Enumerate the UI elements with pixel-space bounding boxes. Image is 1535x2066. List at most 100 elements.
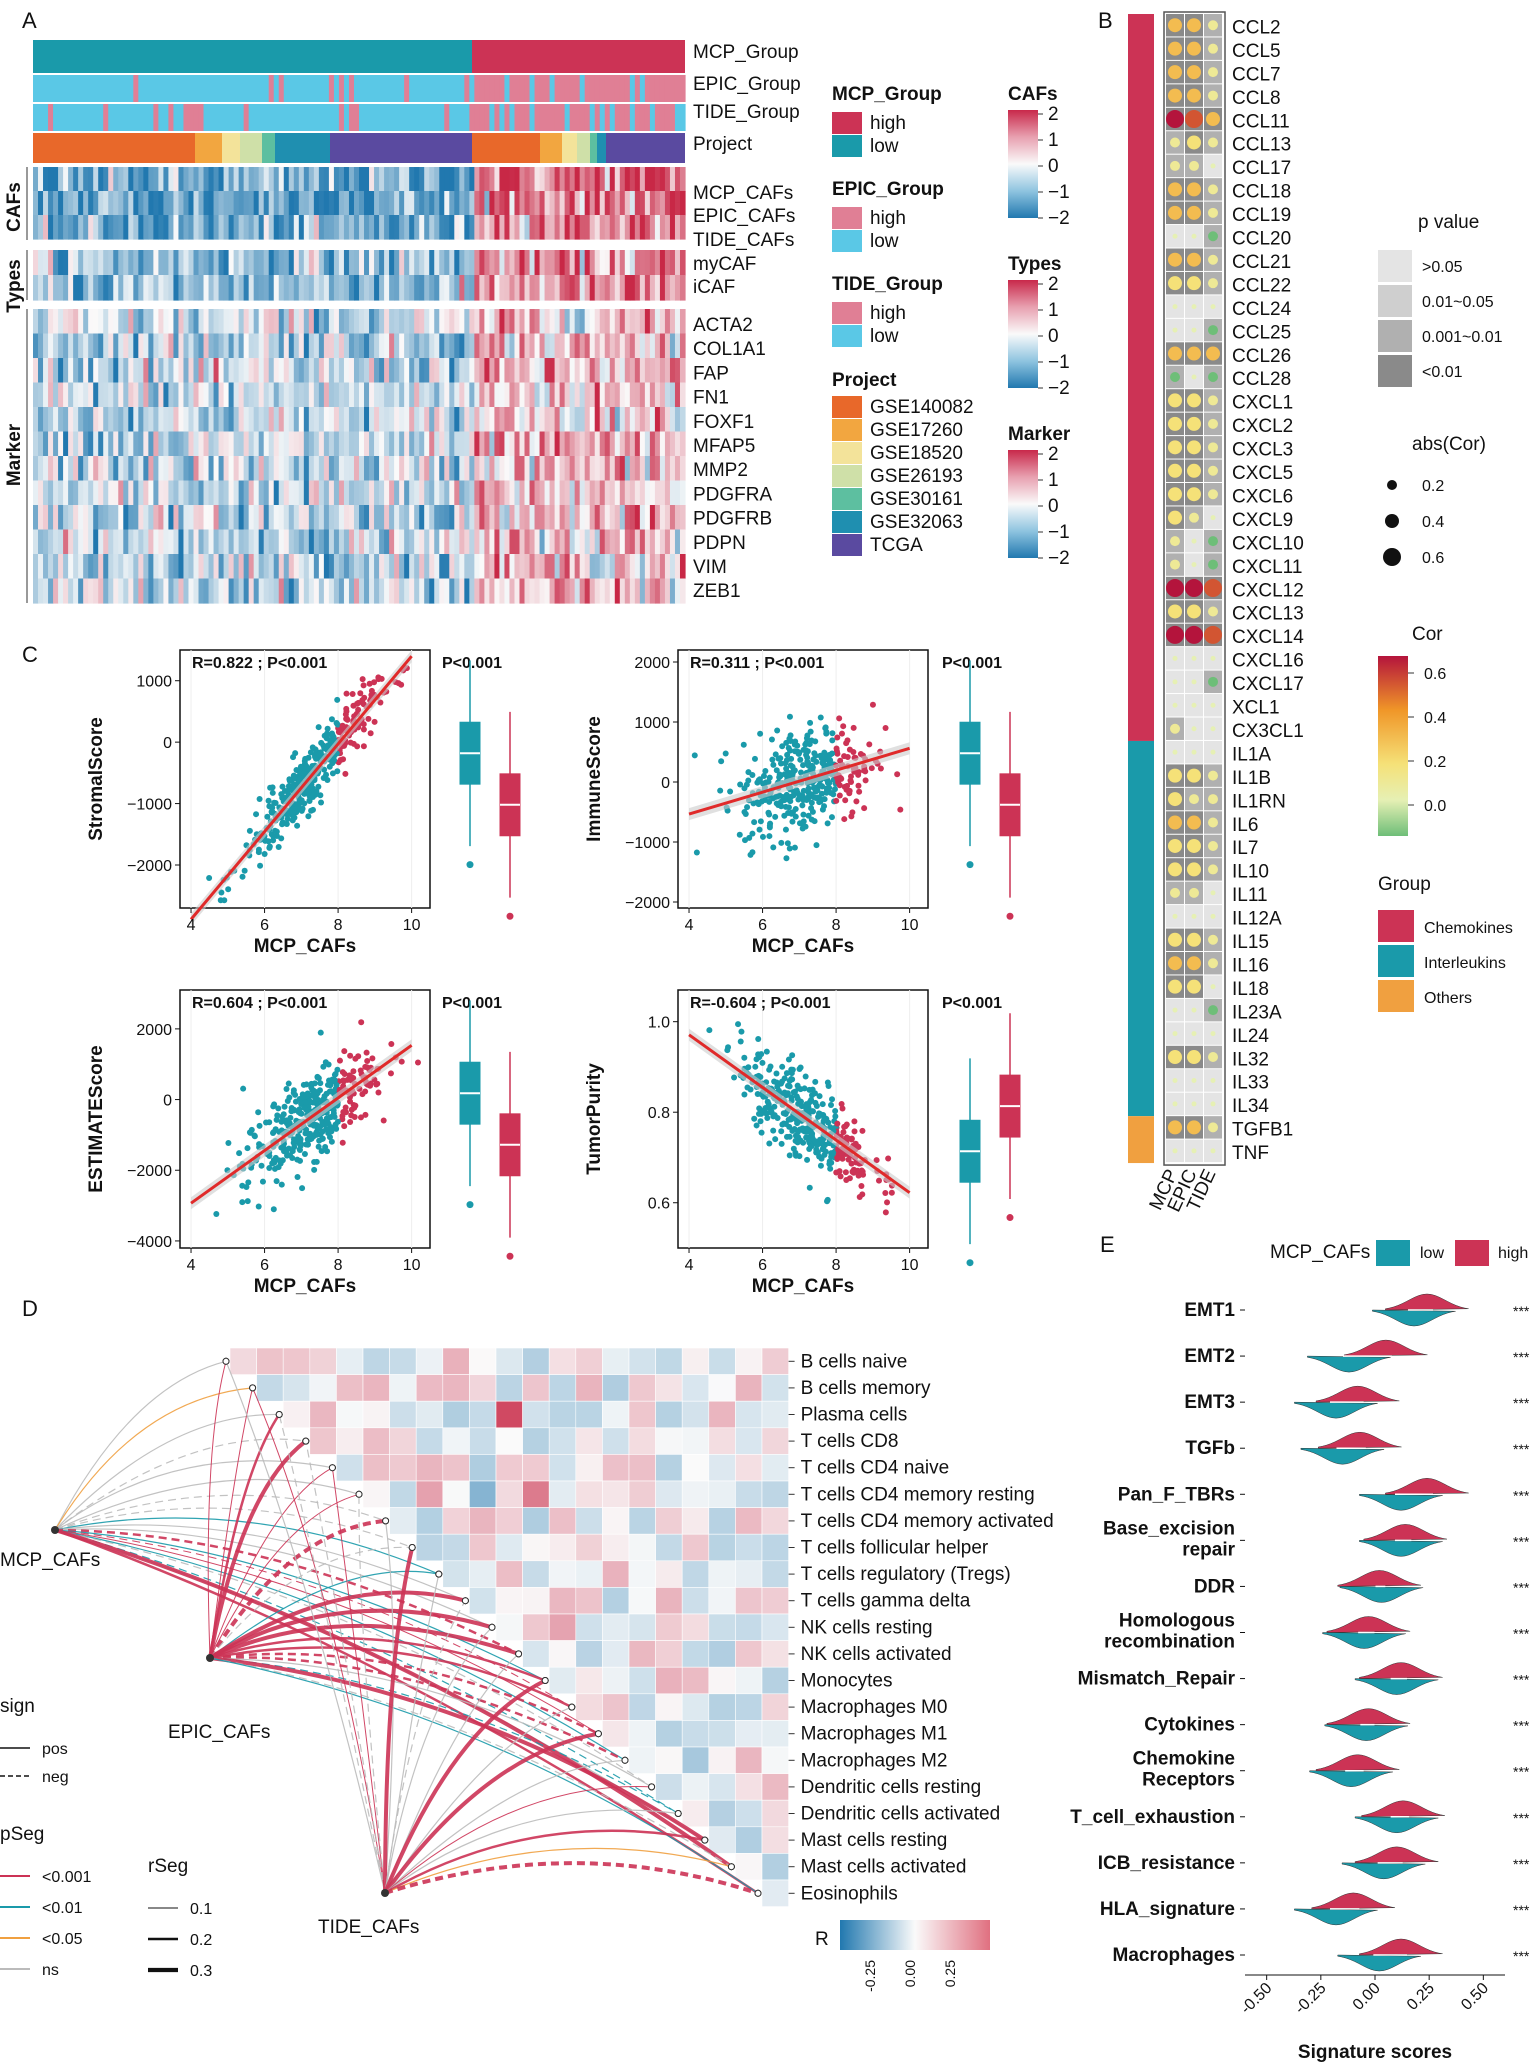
heat-cell (193, 191, 200, 216)
heat-cell (449, 382, 455, 408)
heat-cell (108, 333, 114, 359)
scale-tick-label: 0.4 (1424, 710, 1446, 727)
heat-cell (268, 431, 275, 457)
heat-cell (228, 250, 235, 276)
heat-cell (484, 480, 490, 506)
corr-cell (522, 1587, 550, 1615)
boxplot-outlier (1006, 912, 1014, 920)
scatter-point (804, 754, 811, 761)
heat-cell (153, 104, 159, 131)
heat-cell (318, 104, 325, 131)
heat-cell (303, 191, 310, 216)
heat-cell (198, 309, 205, 335)
heat-cell (519, 578, 526, 604)
heat-cell (213, 309, 220, 335)
heat-cell (539, 480, 546, 506)
heat-cell (519, 191, 526, 216)
heat-cell (323, 215, 330, 240)
heat-cell (544, 215, 551, 240)
heat-cell (504, 382, 511, 408)
heat-cell (128, 456, 134, 482)
heat-cell (148, 333, 154, 359)
heat-cell (399, 104, 405, 131)
corr-cell (575, 1374, 603, 1402)
heat-cell (479, 104, 485, 131)
corr-cell (362, 1427, 390, 1455)
heat-cell (379, 75, 385, 102)
heat-cell (624, 554, 631, 580)
scatter-point (269, 1160, 276, 1167)
group-bar-others (1128, 1116, 1154, 1164)
heat-cell (353, 191, 360, 216)
heat-cell (73, 529, 79, 555)
heat-cell (33, 431, 39, 457)
correlation-edge (209, 1652, 599, 1735)
heat-cell (614, 505, 621, 531)
heat-cell (238, 215, 245, 240)
heat-cell (348, 250, 355, 276)
cor-dot (1170, 536, 1180, 547)
heat-cell (233, 382, 240, 408)
heat-cell (288, 75, 295, 102)
heat-cell (243, 309, 250, 335)
corr-cell (655, 1400, 683, 1429)
scatter-point (755, 777, 762, 784)
heat-cell (499, 578, 506, 604)
heat-cell (108, 167, 114, 192)
corr-cell (575, 1480, 603, 1508)
heat-cell (564, 215, 571, 240)
heat-cell (93, 250, 99, 276)
heat-cell (338, 358, 345, 384)
heat-cell (529, 250, 536, 276)
heat-cell (444, 554, 450, 580)
legend-swatch (832, 135, 862, 157)
heat-cell (429, 480, 435, 506)
heat-cell (534, 191, 541, 216)
legend-label: >0.05 (1422, 259, 1463, 276)
heat-cell (288, 382, 295, 408)
scatter-point (347, 739, 354, 746)
heat-cell (263, 358, 270, 384)
heat-cell (108, 431, 114, 457)
heat-cell (439, 554, 445, 580)
heat-cell (83, 456, 89, 482)
corr-cell (708, 1533, 736, 1562)
heat-cell (669, 215, 676, 240)
heat-cell (308, 554, 315, 580)
heat-cell (624, 333, 631, 359)
heat-cell (258, 167, 265, 192)
heat-cell (143, 456, 149, 482)
heat-cell (564, 191, 571, 216)
heat-cell (223, 104, 230, 131)
heat-cell (233, 529, 240, 555)
heat-cell (138, 275, 144, 301)
corr-cell (415, 1374, 444, 1402)
heat-cell (554, 191, 561, 216)
corr-cell (495, 1533, 523, 1562)
heat-cell (554, 309, 561, 335)
heat-cell (674, 578, 681, 604)
heat-cell (584, 250, 591, 276)
heat-cell (183, 480, 190, 506)
heat-cell (429, 104, 435, 131)
cor-dot (1172, 1101, 1178, 1107)
heat-cell (168, 480, 175, 506)
scatter-point (778, 760, 785, 767)
cor-dot (1168, 463, 1182, 478)
gene-label: CCL18 (1232, 182, 1291, 203)
heat-cell (659, 358, 666, 384)
heat-cell (399, 358, 405, 384)
heat-cell (308, 505, 315, 531)
cor-dot (1187, 205, 1201, 220)
heat-cell (253, 191, 260, 216)
heat-cell (338, 480, 345, 506)
heat-cell (464, 167, 470, 192)
cor-dot (1210, 913, 1216, 919)
scatter-point (782, 826, 789, 833)
heat-cell (664, 333, 671, 359)
heat-cell (73, 358, 79, 384)
heat-cell (409, 75, 415, 102)
scatter-point (269, 808, 276, 815)
heat-cell (404, 505, 410, 531)
heat-cell (218, 309, 225, 335)
